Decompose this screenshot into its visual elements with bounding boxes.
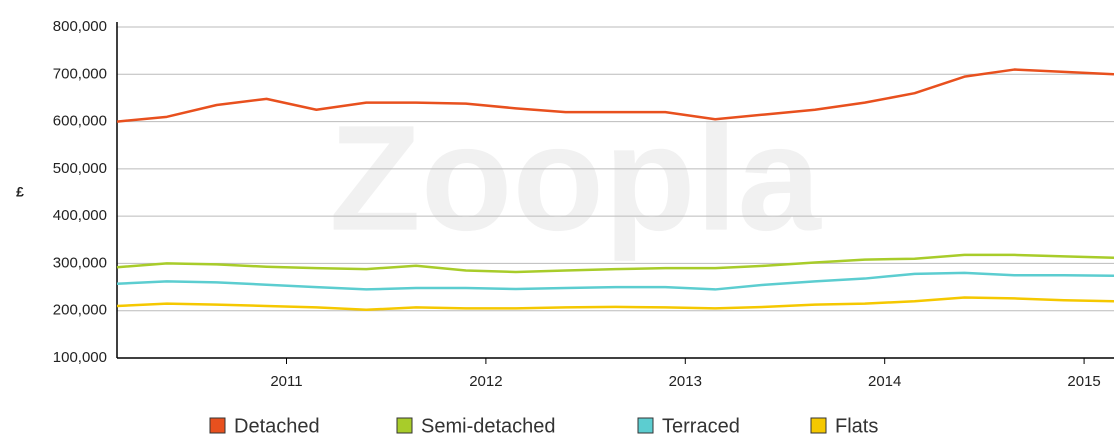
x-tick-label: 2011	[270, 373, 302, 390]
y-tick-label: 400,000	[53, 207, 107, 224]
x-tick-label: 2015	[1067, 373, 1100, 390]
y-axis-label: £	[16, 184, 24, 200]
legend-label: Detached	[234, 415, 320, 437]
series-line	[116, 296, 1114, 312]
series-line	[116, 68, 1114, 123]
legend-swatch	[810, 417, 827, 434]
legend-label: Terraced	[662, 415, 740, 437]
y-tick-label: 800,000	[53, 18, 107, 35]
x-tick-label: 2012	[469, 373, 502, 390]
y-tick-label: 200,000	[53, 302, 107, 319]
legend-label: Semi-detached	[421, 415, 556, 437]
legend-swatch	[209, 417, 226, 434]
y-tick-label: 700,000	[53, 65, 107, 82]
y-tick-label: 500,000	[53, 160, 107, 177]
x-tick-label: 2013	[669, 373, 702, 390]
watermark: Zoopla	[329, 94, 822, 262]
series-line	[116, 253, 1114, 274]
legend-label: Flats	[835, 415, 878, 437]
series-line	[116, 271, 1114, 291]
x-tick-label: 2014	[868, 373, 901, 390]
y-tick-label: 100,000	[53, 349, 107, 366]
legend-swatch	[396, 417, 413, 434]
y-tick-label: 300,000	[53, 254, 107, 271]
legend-swatch	[637, 417, 654, 434]
y-tick-label: 600,000	[53, 113, 107, 130]
